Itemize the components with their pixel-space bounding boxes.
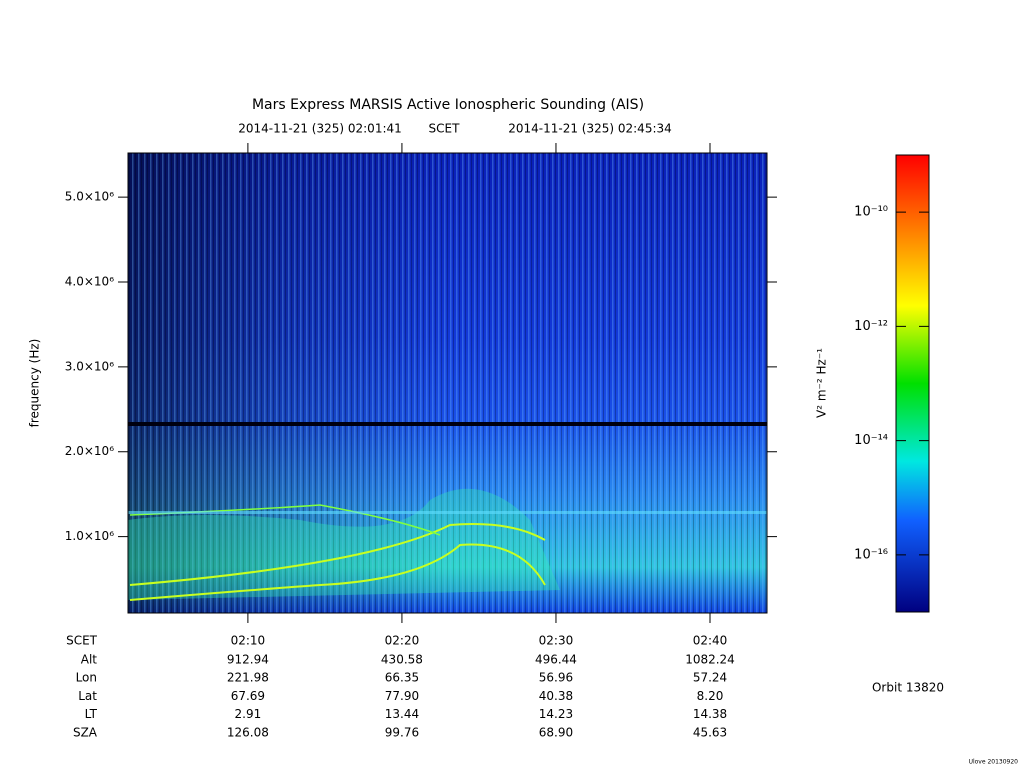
x-tick-label: 02:40	[693, 634, 728, 648]
subtitle-start: 2014-11-21 (325) 02:01:41	[238, 122, 402, 136]
ephemeris-value: 40.38	[539, 689, 573, 703]
colorbar	[895, 154, 930, 613]
subtitle-frame: SCET	[429, 122, 461, 136]
ephemeris-value: 99.76	[385, 725, 419, 739]
ephemeris-value: 430.58	[381, 653, 423, 667]
colorbar-label: V² m⁻² Hz⁻¹	[815, 348, 829, 418]
x-tick-label: 02:20	[385, 634, 420, 648]
ephemeris-value: 45.63	[693, 725, 727, 739]
ephemeris-value: 496.44	[535, 653, 577, 667]
subtitle-end: 2014-11-21 (325) 02:45:34	[508, 122, 672, 136]
y-tick-label: 4.0×10⁶	[65, 275, 114, 289]
ephemeris-value: 13.44	[385, 707, 419, 721]
ephemeris-row-label: SZA	[73, 725, 98, 739]
x-tick-label: 02:30	[539, 634, 574, 648]
colorbar-tick-label: 10⁻¹⁶	[854, 547, 888, 562]
colorbar-tick-label: 10⁻¹²	[854, 319, 888, 334]
ephemeris-row-label: Lon	[76, 671, 97, 685]
plot-frame	[127, 152, 768, 614]
chart-title: Mars Express MARSIS Active Ionospheric S…	[252, 97, 644, 113]
ephemeris-value: 1082.24	[685, 653, 735, 667]
ephemeris-time-label: SCET	[66, 634, 98, 648]
spectrogram-image	[128, 153, 767, 613]
y-tick-label: 2.0×10⁶	[65, 444, 114, 458]
ephemeris-value: 56.96	[539, 671, 573, 685]
ephemeris-value: 14.38	[693, 707, 727, 721]
ephemeris-row-label: Alt	[81, 653, 98, 667]
ephemeris-value: 77.90	[385, 689, 419, 703]
ephemeris-value: 14.23	[539, 707, 573, 721]
ephemeris-value: 912.94	[227, 653, 269, 667]
ephemeris-value: 66.35	[385, 671, 419, 685]
colorbar-tick-label: 10⁻¹⁰	[854, 205, 888, 220]
ephemeris-row-label: Lat	[78, 689, 97, 703]
ephemeris-value: 57.24	[693, 671, 727, 685]
x-tick-label: 02:10	[231, 634, 266, 648]
ephemeris-value: 8.20	[697, 689, 724, 703]
footer: Ulove 20130920	[969, 759, 1019, 766]
ephemeris-value: 221.98	[227, 671, 269, 685]
orbit-label: Orbit 13820	[872, 681, 944, 695]
y-axis-label: frequency (Hz)	[28, 339, 42, 428]
colorbar-tick-label: 10⁻¹⁴	[854, 433, 888, 448]
y-tick-label: 1.0×10⁶	[65, 529, 114, 543]
ephemeris-value: 67.69	[231, 689, 265, 703]
ephemeris-value: 126.08	[227, 725, 269, 739]
y-tick-label: 3.0×10⁶	[65, 359, 114, 373]
y-tick-label: 5.0×10⁶	[65, 190, 114, 204]
ephemeris-row-label: LT	[85, 707, 98, 721]
ephemeris-value: 68.90	[539, 725, 573, 739]
ephemeris-value: 2.91	[235, 707, 262, 721]
